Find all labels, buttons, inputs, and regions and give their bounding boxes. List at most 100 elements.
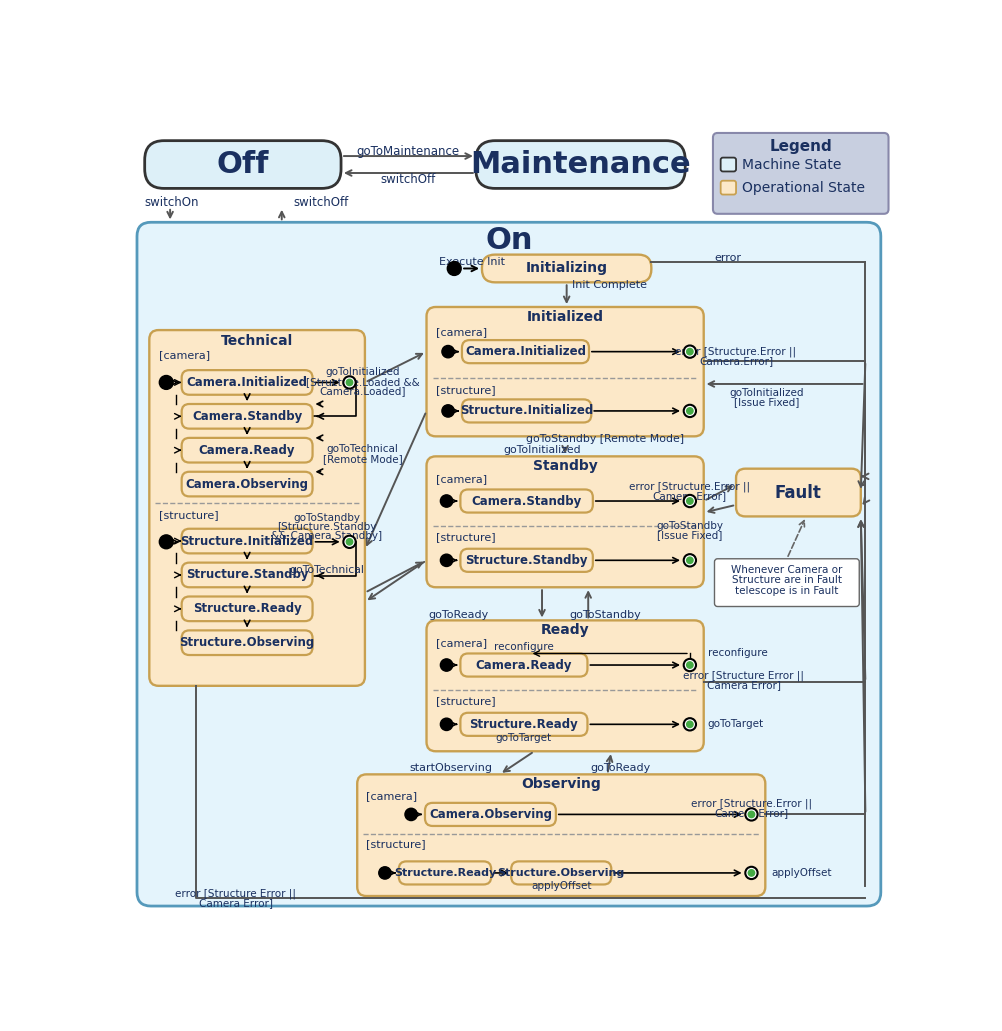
Text: [camera]: [camera] (436, 474, 487, 485)
Text: Camera.Error]: Camera.Error] (714, 808, 789, 818)
FancyBboxPatch shape (427, 457, 703, 588)
Circle shape (748, 870, 755, 876)
Text: goToStandby: goToStandby (656, 521, 723, 531)
Text: [camera]: [camera] (367, 791, 418, 801)
Text: Whenever Camera or: Whenever Camera or (731, 565, 843, 574)
Circle shape (686, 662, 693, 668)
Text: error: error (714, 254, 741, 264)
Text: Standby: Standby (533, 460, 597, 473)
Text: startObserving: startObserving (410, 763, 493, 773)
Circle shape (347, 379, 353, 386)
FancyBboxPatch shape (714, 559, 860, 606)
Text: error [Structure.Error ||: error [Structure.Error || (691, 798, 812, 809)
Text: error [Structure Error ||: error [Structure Error || (683, 670, 805, 681)
Text: telescope is in Fault: telescope is in Fault (735, 586, 839, 596)
Circle shape (686, 348, 693, 355)
Text: [Structure.Loaded &&: [Structure.Loaded && (306, 376, 420, 387)
Text: Structure.Ready: Structure.Ready (394, 868, 496, 878)
Circle shape (344, 536, 356, 548)
FancyBboxPatch shape (149, 330, 365, 686)
Circle shape (159, 535, 173, 548)
FancyBboxPatch shape (137, 223, 881, 906)
Circle shape (440, 554, 453, 566)
Circle shape (159, 375, 173, 390)
FancyBboxPatch shape (476, 140, 685, 189)
Text: Initializing: Initializing (526, 262, 607, 275)
Text: goToTarget: goToTarget (707, 720, 764, 729)
Circle shape (686, 498, 693, 504)
Circle shape (440, 719, 453, 731)
Circle shape (748, 811, 755, 818)
Text: Structure.Initialized: Structure.Initialized (460, 404, 593, 418)
FancyBboxPatch shape (144, 140, 341, 189)
FancyBboxPatch shape (181, 563, 313, 588)
FancyBboxPatch shape (482, 255, 651, 282)
FancyBboxPatch shape (181, 529, 313, 554)
FancyBboxPatch shape (181, 472, 313, 496)
Text: Observing: Observing (521, 777, 601, 792)
FancyBboxPatch shape (181, 370, 313, 395)
Circle shape (683, 495, 696, 507)
Text: [Structure.Standby: [Structure.Standby (277, 522, 376, 532)
Text: [structure]: [structure] (436, 532, 495, 542)
FancyBboxPatch shape (181, 597, 313, 621)
Text: Structure.Observing: Structure.Observing (179, 636, 315, 650)
FancyBboxPatch shape (358, 774, 766, 896)
Text: goToTechnical: goToTechnical (327, 444, 399, 455)
Text: applyOffset: applyOffset (531, 882, 591, 891)
Text: Structure are in Fault: Structure are in Fault (731, 575, 842, 586)
Text: goToStandby [Remote Mode]: goToStandby [Remote Mode] (526, 434, 684, 444)
Text: [structure]: [structure] (158, 510, 218, 520)
Circle shape (447, 262, 461, 275)
FancyBboxPatch shape (462, 340, 589, 363)
Text: Camera.Ready: Camera.Ready (198, 443, 296, 457)
FancyBboxPatch shape (460, 712, 587, 736)
Text: error [Structure Error ||: error [Structure Error || (175, 889, 296, 899)
Text: switchOn: switchOn (144, 196, 199, 208)
Text: Camera.Initialized: Camera.Initialized (186, 376, 308, 389)
FancyBboxPatch shape (181, 404, 313, 429)
FancyBboxPatch shape (427, 621, 703, 752)
FancyBboxPatch shape (460, 490, 593, 512)
Circle shape (405, 808, 417, 821)
Text: goToReady: goToReady (429, 610, 489, 620)
Circle shape (440, 659, 453, 671)
FancyBboxPatch shape (736, 469, 861, 517)
FancyBboxPatch shape (511, 861, 611, 885)
Text: [camera]: [camera] (436, 327, 487, 336)
FancyBboxPatch shape (720, 180, 736, 195)
Text: Camera Error]: Camera Error] (706, 680, 781, 690)
Circle shape (442, 345, 454, 358)
Text: [Remote Mode]: [Remote Mode] (323, 454, 403, 464)
Circle shape (344, 376, 356, 389)
Text: On: On (485, 226, 533, 256)
Text: [camera]: [camera] (158, 350, 209, 360)
Text: Off: Off (216, 151, 270, 179)
FancyBboxPatch shape (399, 861, 491, 885)
Text: goToInitialized: goToInitialized (503, 445, 581, 456)
FancyBboxPatch shape (462, 399, 591, 423)
Text: [Issue Fixed]: [Issue Fixed] (734, 398, 800, 407)
Text: Structure.Standby: Structure.Standby (465, 554, 588, 567)
Text: error [Structure.Error ||: error [Structure.Error || (629, 481, 750, 493)
Text: Machine State: Machine State (742, 158, 842, 171)
Text: [camera]: [camera] (436, 638, 487, 648)
Text: Camera.Error]: Camera.Error] (699, 356, 774, 366)
Text: [structure]: [structure] (367, 838, 426, 849)
Circle shape (683, 405, 696, 418)
Text: Initialized: Initialized (527, 310, 603, 324)
Circle shape (745, 808, 758, 821)
Text: goToInitialized: goToInitialized (326, 367, 400, 377)
Text: reconfigure: reconfigure (707, 648, 768, 659)
Text: Camera.Observing: Camera.Observing (429, 808, 552, 821)
FancyBboxPatch shape (460, 548, 593, 572)
Text: [structure]: [structure] (436, 696, 495, 706)
FancyBboxPatch shape (720, 158, 736, 171)
Text: goToStandby: goToStandby (569, 610, 641, 620)
Text: goToInitialized: goToInitialized (729, 389, 804, 398)
FancyBboxPatch shape (713, 133, 889, 213)
Text: [Issue Fixed]: [Issue Fixed] (657, 530, 722, 540)
FancyBboxPatch shape (427, 307, 703, 436)
Text: Maintenance: Maintenance (470, 151, 690, 179)
FancyBboxPatch shape (181, 438, 313, 463)
